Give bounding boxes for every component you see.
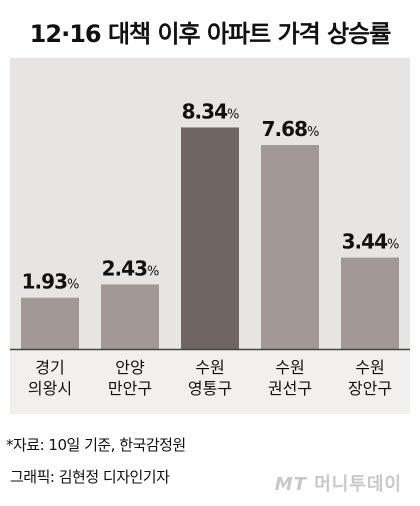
bar-3 bbox=[181, 127, 239, 349]
value-unit: % bbox=[307, 125, 319, 140]
category-label-2-line-2: 만안구 bbox=[108, 379, 152, 398]
category-label-1-line-1: 경기 bbox=[35, 358, 64, 377]
value-unit: % bbox=[227, 107, 239, 122]
category-label-3-line-1: 수원 bbox=[195, 358, 224, 377]
watermark-mt: MT bbox=[274, 474, 307, 495]
category-label-2-line-1: 안양 bbox=[115, 358, 145, 377]
value-unit: % bbox=[67, 278, 79, 293]
category-label-1-line-2: 의왕시 bbox=[28, 379, 72, 398]
bar-1 bbox=[21, 297, 79, 349]
label-band bbox=[10, 350, 410, 414]
source-note: *자료: 10일 기준, 한국감정원 bbox=[6, 436, 186, 454]
category-label-5-line-2: 장안구 bbox=[348, 379, 392, 398]
graphic-credit: 그래픽: 김현정 디자인기자 bbox=[10, 468, 170, 486]
bar-4 bbox=[261, 145, 319, 349]
watermark-text: 머니투데이 bbox=[314, 474, 402, 495]
category-label-5-line-1: 수원 bbox=[355, 358, 384, 377]
category-label-4-line-1: 수원 bbox=[275, 358, 304, 377]
chart-title: 12·16 대책 이후 아파트 가격 상승률 bbox=[29, 20, 392, 48]
category-label-4-line-2: 권선구 bbox=[268, 379, 312, 398]
watermark-logo: MT 머니투데이 bbox=[275, 470, 402, 496]
value-unit: % bbox=[387, 238, 399, 253]
category-label-3-line-2: 영통구 bbox=[188, 379, 232, 398]
value-unit: % bbox=[147, 264, 159, 279]
bar-5 bbox=[341, 257, 399, 349]
bar-2 bbox=[101, 284, 159, 349]
bar-chart: 1.93%경기의왕시2.43%안양만안구8.34%수원영통구7.68%수원권선구… bbox=[10, 58, 410, 414]
